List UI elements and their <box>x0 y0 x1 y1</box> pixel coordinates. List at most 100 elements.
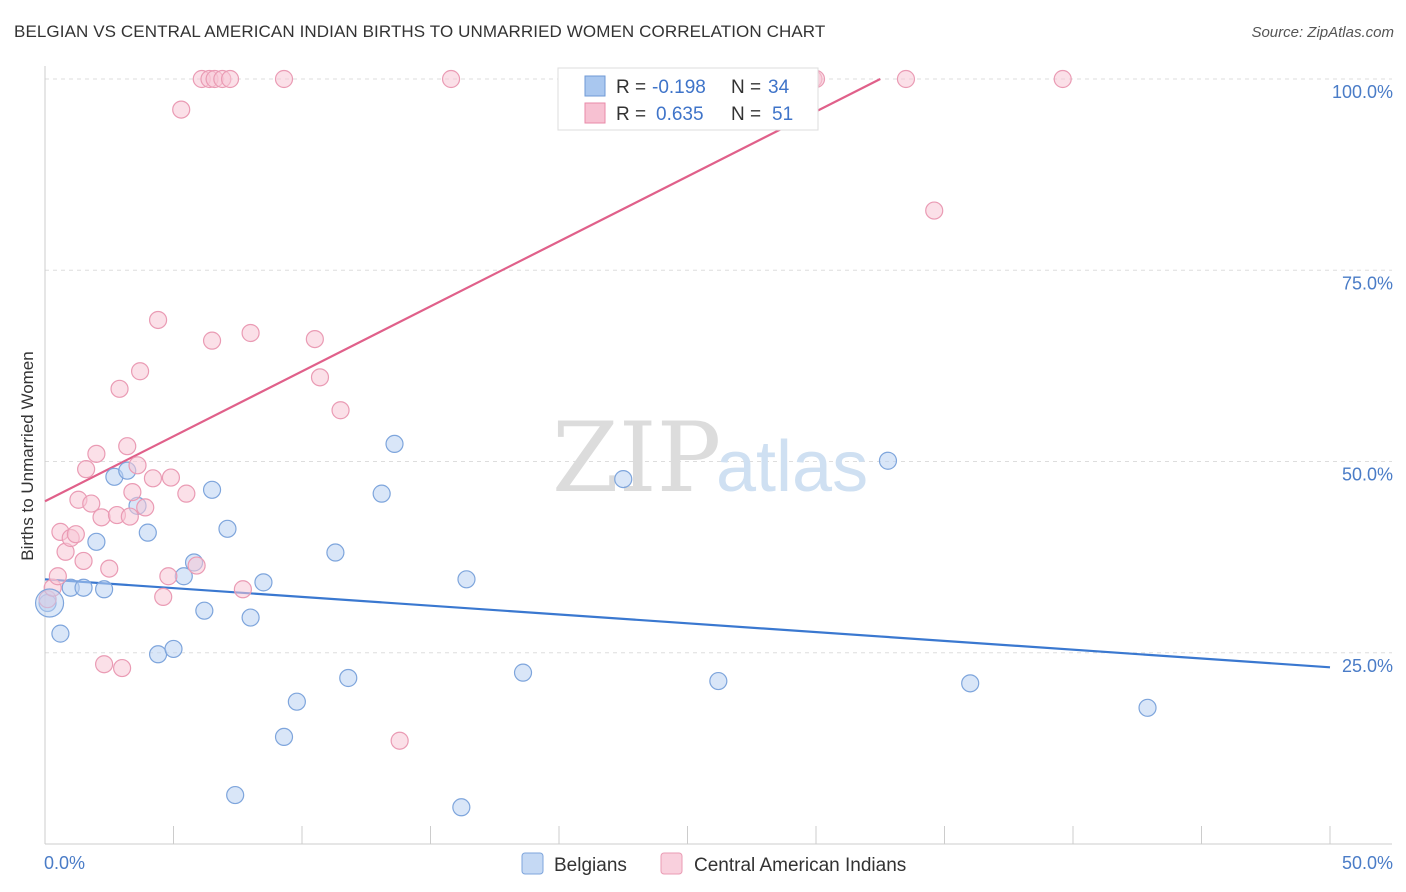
cai-point-24 <box>143 469 163 488</box>
cai-point-14 <box>100 559 119 578</box>
belgian-point-22 <box>326 543 345 562</box>
series-legend: Belgians Central American Indians <box>521 852 906 876</box>
cai-point-16 <box>110 379 129 398</box>
cai-point-18 <box>118 437 137 456</box>
x-tick-label-min: 0.0% <box>44 853 85 873</box>
cai-point-6 <box>66 525 85 544</box>
cai-point-49 <box>925 201 944 220</box>
watermark-zip: ZIP <box>552 402 721 514</box>
cai-point-2 <box>48 567 67 586</box>
y-tick-label-100: 100.0% <box>1332 82 1393 102</box>
x-tick-labels: 0.0% 50.0% <box>44 853 1393 873</box>
cai-point-22 <box>130 362 150 381</box>
cai-point-13 <box>95 655 114 674</box>
cai-point-44 <box>390 731 409 750</box>
cai-point-31 <box>187 556 206 575</box>
cai-trend-line <box>44 78 881 503</box>
belgian-point-17 <box>226 785 245 805</box>
bottom-legend-swatch-belgians <box>521 852 544 875</box>
belgian-point-31 <box>878 451 898 470</box>
belgian-point-32 <box>961 674 980 693</box>
cai-point-20 <box>123 483 142 502</box>
belgian-point-21 <box>287 692 306 711</box>
legend-n-label-2: N = <box>731 104 761 125</box>
source-label: Source: ZipAtlas.com <box>1251 24 1394 41</box>
belgian-point-3 <box>74 578 93 597</box>
watermark-atlas: atlas <box>716 427 868 507</box>
cai-point-26 <box>154 587 173 607</box>
belgian-point-10 <box>148 645 168 664</box>
cai-point-19 <box>120 507 139 526</box>
cai-point-9 <box>77 460 96 479</box>
cai-point-27 <box>159 567 178 586</box>
legend-r-value-1: -0.198 <box>652 77 706 98</box>
y-axis-label: Births to Unmarried Women <box>18 351 37 560</box>
belgian-point-14 <box>195 601 214 620</box>
belgian-point-9 <box>138 523 157 542</box>
belgian-point-23 <box>339 668 358 688</box>
belgian-point-33 <box>1138 698 1157 717</box>
legend-r-value-2: 0.635 <box>656 104 704 125</box>
cai-point-23 <box>136 498 155 517</box>
bottom-legend-belgians: Belgians <box>554 855 627 876</box>
belgian-point-26 <box>452 798 471 817</box>
cai-point-45 <box>441 69 461 89</box>
legend-swatch-cai <box>584 102 606 124</box>
cai-point-30 <box>177 484 196 503</box>
trend-lines <box>44 78 1331 669</box>
x-tick-label-max: 50.0% <box>1342 853 1393 873</box>
cai-point-8 <box>74 551 93 571</box>
chart-title: BELGIAN VS CENTRAL AMERICAN INDIAN BIRTH… <box>14 22 826 41</box>
cai-point-43 <box>331 401 350 420</box>
belgian-point-24 <box>372 484 391 503</box>
belgian-point-27 <box>457 570 476 589</box>
legend-n-label-1: N = <box>731 77 761 98</box>
data-points <box>34 69 1157 817</box>
belgian-trend-line <box>44 578 1331 669</box>
belgian-point-15 <box>202 480 222 499</box>
bottom-legend-swatch-cai <box>660 852 683 875</box>
belgian-point-11 <box>164 639 183 659</box>
cai-point-41 <box>305 330 324 349</box>
legend-swatch-belgians <box>584 75 606 97</box>
y-tick-label-75: 75.0% <box>1342 273 1393 293</box>
cai-point-42 <box>310 368 330 387</box>
cai-point-10 <box>82 494 101 513</box>
belgian-point-18 <box>241 608 260 627</box>
belgian-point-16 <box>218 519 237 538</box>
cai-point-17 <box>112 658 132 678</box>
cai-point-50 <box>1053 69 1072 89</box>
cai-point-11 <box>87 444 106 463</box>
belgian-point-large <box>34 588 65 618</box>
y-tick-labels: 25.0% 50.0% 75.0% 100.0% <box>1332 82 1393 676</box>
cai-point-39 <box>241 323 260 343</box>
cai-point-38 <box>233 580 252 599</box>
cai-point-40 <box>274 69 294 89</box>
cai-point-21 <box>128 456 147 475</box>
cai-point-34 <box>202 331 222 350</box>
cai-point-12 <box>92 508 111 527</box>
gridlines <box>45 78 1392 654</box>
belgian-point-4 <box>87 532 106 551</box>
belgian-point-25 <box>385 434 404 454</box>
stats-legend: R = -0.198 N = 34 R = 0.635 N = 51 <box>557 67 819 131</box>
cai-point-48 <box>896 69 916 89</box>
belgian-point-19 <box>254 573 273 592</box>
y-tick-label-25: 25.0% <box>1342 656 1393 676</box>
cai-point-28 <box>161 468 181 487</box>
belgian-point-20 <box>274 727 294 747</box>
legend-n-value-1: 34 <box>768 77 790 98</box>
cai-point-29 <box>172 100 191 119</box>
belgian-point-30 <box>709 671 728 691</box>
cai-point-37 <box>220 69 240 89</box>
axes <box>44 66 1392 845</box>
legend-r-label-2: R = <box>616 104 646 125</box>
belgian-point-28 <box>513 663 533 682</box>
belgian-point-5 <box>95 580 114 599</box>
cai-point-25 <box>148 310 168 330</box>
legend-r-label-1: R = <box>616 77 646 98</box>
belgian-point-29 <box>614 469 633 489</box>
bottom-legend-cai: Central American Indians <box>694 855 906 876</box>
y-tick-label-50: 50.0% <box>1342 465 1393 485</box>
